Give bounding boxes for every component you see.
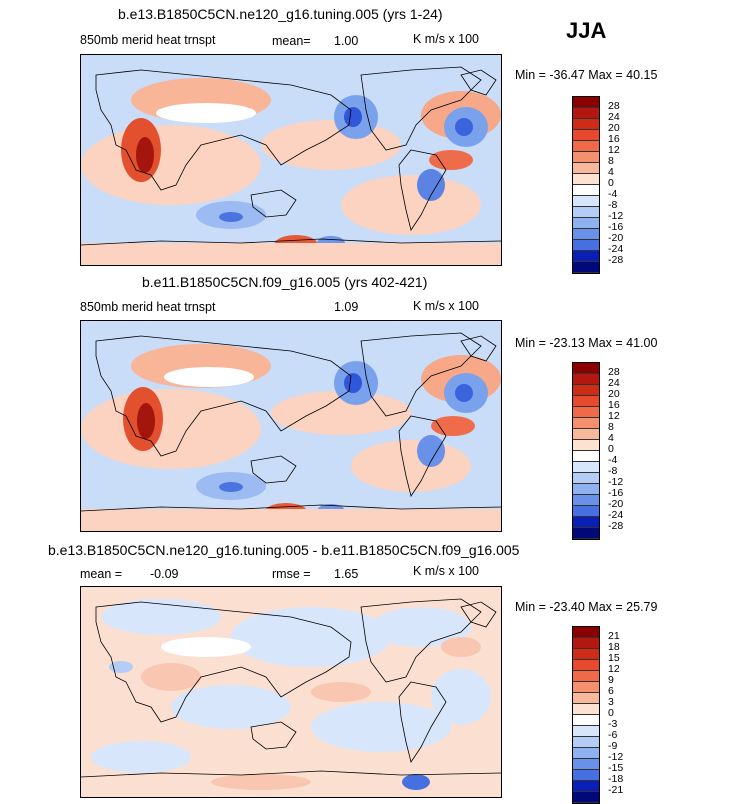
panel-1-level-4: 12 bbox=[608, 144, 620, 156]
panel-2-level-12: -20 bbox=[608, 498, 624, 510]
panel-3-level-13: -18 bbox=[608, 773, 624, 785]
panel-3-colorbar bbox=[572, 626, 600, 804]
panel-1-level-2: 20 bbox=[608, 122, 620, 134]
panel-3-mean-label: mean = bbox=[80, 567, 123, 581]
panel-3-field bbox=[81, 587, 501, 797]
panel-1-field bbox=[81, 55, 501, 265]
panel-2-level-1: 24 bbox=[608, 377, 620, 389]
panel-3-title: b.e13.B1850C5CN.ne120_g16.tuning.005 - b… bbox=[48, 542, 520, 558]
coastline-outline bbox=[81, 332, 501, 512]
panel-1-level-6: 4 bbox=[608, 166, 614, 178]
panel-1-level-0: 28 bbox=[608, 100, 620, 112]
panel-2-level-10: -12 bbox=[608, 476, 624, 488]
panel-3-mean-value: -0.09 bbox=[150, 567, 179, 581]
panel-2-variable: 850mb merid heat trnspt bbox=[80, 300, 216, 314]
panel-3-units: K m/s x 100 bbox=[413, 564, 479, 578]
coastline-outline bbox=[81, 598, 501, 778]
panel-3-level-2: 15 bbox=[608, 652, 620, 664]
panel-3-level-4: 9 bbox=[608, 674, 614, 686]
panel-2-level-13: -24 bbox=[608, 509, 624, 521]
panel-1-mean-value: 1.00 bbox=[334, 34, 359, 48]
panel-1-level-1: 24 bbox=[608, 111, 620, 123]
panel-2-level-5: 8 bbox=[608, 421, 614, 433]
panel-3-level-0: 21 bbox=[608, 630, 620, 642]
panel-3-level-1: 18 bbox=[608, 641, 620, 653]
panel-3-level-7: 0 bbox=[608, 707, 614, 719]
panel-1-level-9: -8 bbox=[608, 199, 618, 211]
panel-1-min-max: Min = -36.47 Max = 40.15 bbox=[515, 68, 658, 82]
season-label: JJA bbox=[566, 18, 607, 43]
panel-2-colorbar bbox=[572, 362, 600, 540]
panel-1-level-3: 16 bbox=[608, 133, 620, 145]
panel-2-mean-value: 1.09 bbox=[334, 300, 359, 314]
panel-1-level-8: -4 bbox=[608, 188, 618, 200]
panel-3-level-12: -15 bbox=[608, 762, 624, 774]
panel-1-level-7: 0 bbox=[608, 177, 614, 189]
panel-3-level-14: -21 bbox=[608, 784, 624, 796]
panel-2-level-14: -28 bbox=[608, 520, 624, 532]
panel-3-level-3: 12 bbox=[608, 663, 620, 675]
panel-3-level-5: 6 bbox=[608, 685, 614, 697]
panel-2-units: K m/s x 100 bbox=[413, 299, 479, 313]
panel-2-level-0: 28 bbox=[608, 366, 620, 378]
panel-1-units: K m/s x 100 bbox=[413, 32, 479, 46]
panel-3-min-max: Min = -23.40 Max = 25.79 bbox=[515, 600, 658, 614]
panel-1-mean-label: mean= bbox=[272, 34, 311, 48]
panel-3-map bbox=[80, 586, 502, 798]
panel-2-level-6: 4 bbox=[608, 432, 614, 444]
panel-1-level-13: -24 bbox=[608, 243, 624, 255]
panel-2-level-9: -8 bbox=[608, 465, 618, 477]
panel-1-level-11: -16 bbox=[608, 221, 624, 233]
panel-2-level-8: -4 bbox=[608, 454, 618, 466]
panel-3-rmse-value: 1.65 bbox=[334, 567, 359, 581]
panel-3-level-10: -9 bbox=[608, 740, 618, 752]
panel-1-map bbox=[80, 54, 502, 266]
panel-2-level-4: 12 bbox=[608, 410, 620, 422]
coastline-outline bbox=[81, 66, 501, 246]
panel-3-level-6: 3 bbox=[608, 696, 614, 708]
panel-2-min-max: Min = -23.13 Max = 41.00 bbox=[515, 336, 658, 350]
panel-3-level-9: -6 bbox=[608, 729, 618, 741]
panel-1-level-5: 8 bbox=[608, 155, 614, 167]
panel-1-title: b.e13.B1850C5CN.ne120_g16.tuning.005 (yr… bbox=[118, 6, 443, 22]
panel-1-colorbar bbox=[572, 96, 600, 274]
panel-3-level-11: -12 bbox=[608, 751, 624, 763]
panel-1-level-12: -20 bbox=[608, 232, 624, 244]
panel-2-map bbox=[80, 320, 502, 532]
panel-1-variable: 850mb merid heat trnspt bbox=[80, 33, 216, 47]
panel-2-title: b.e11.B1850C5CN.f09_g16.005 (yrs 402-421… bbox=[142, 274, 428, 290]
panel-2-level-7: 0 bbox=[608, 443, 614, 455]
panel-1-level-10: -12 bbox=[608, 210, 624, 222]
panel-3-rmse-label: rmse = bbox=[272, 567, 311, 581]
panel-2-level-11: -16 bbox=[608, 487, 624, 499]
panel-1-level-14: -28 bbox=[608, 254, 624, 266]
panel-2-level-2: 20 bbox=[608, 388, 620, 400]
panel-2-field bbox=[81, 321, 501, 531]
panel-2-level-3: 16 bbox=[608, 399, 620, 411]
panel-3-level-8: -3 bbox=[608, 718, 618, 730]
